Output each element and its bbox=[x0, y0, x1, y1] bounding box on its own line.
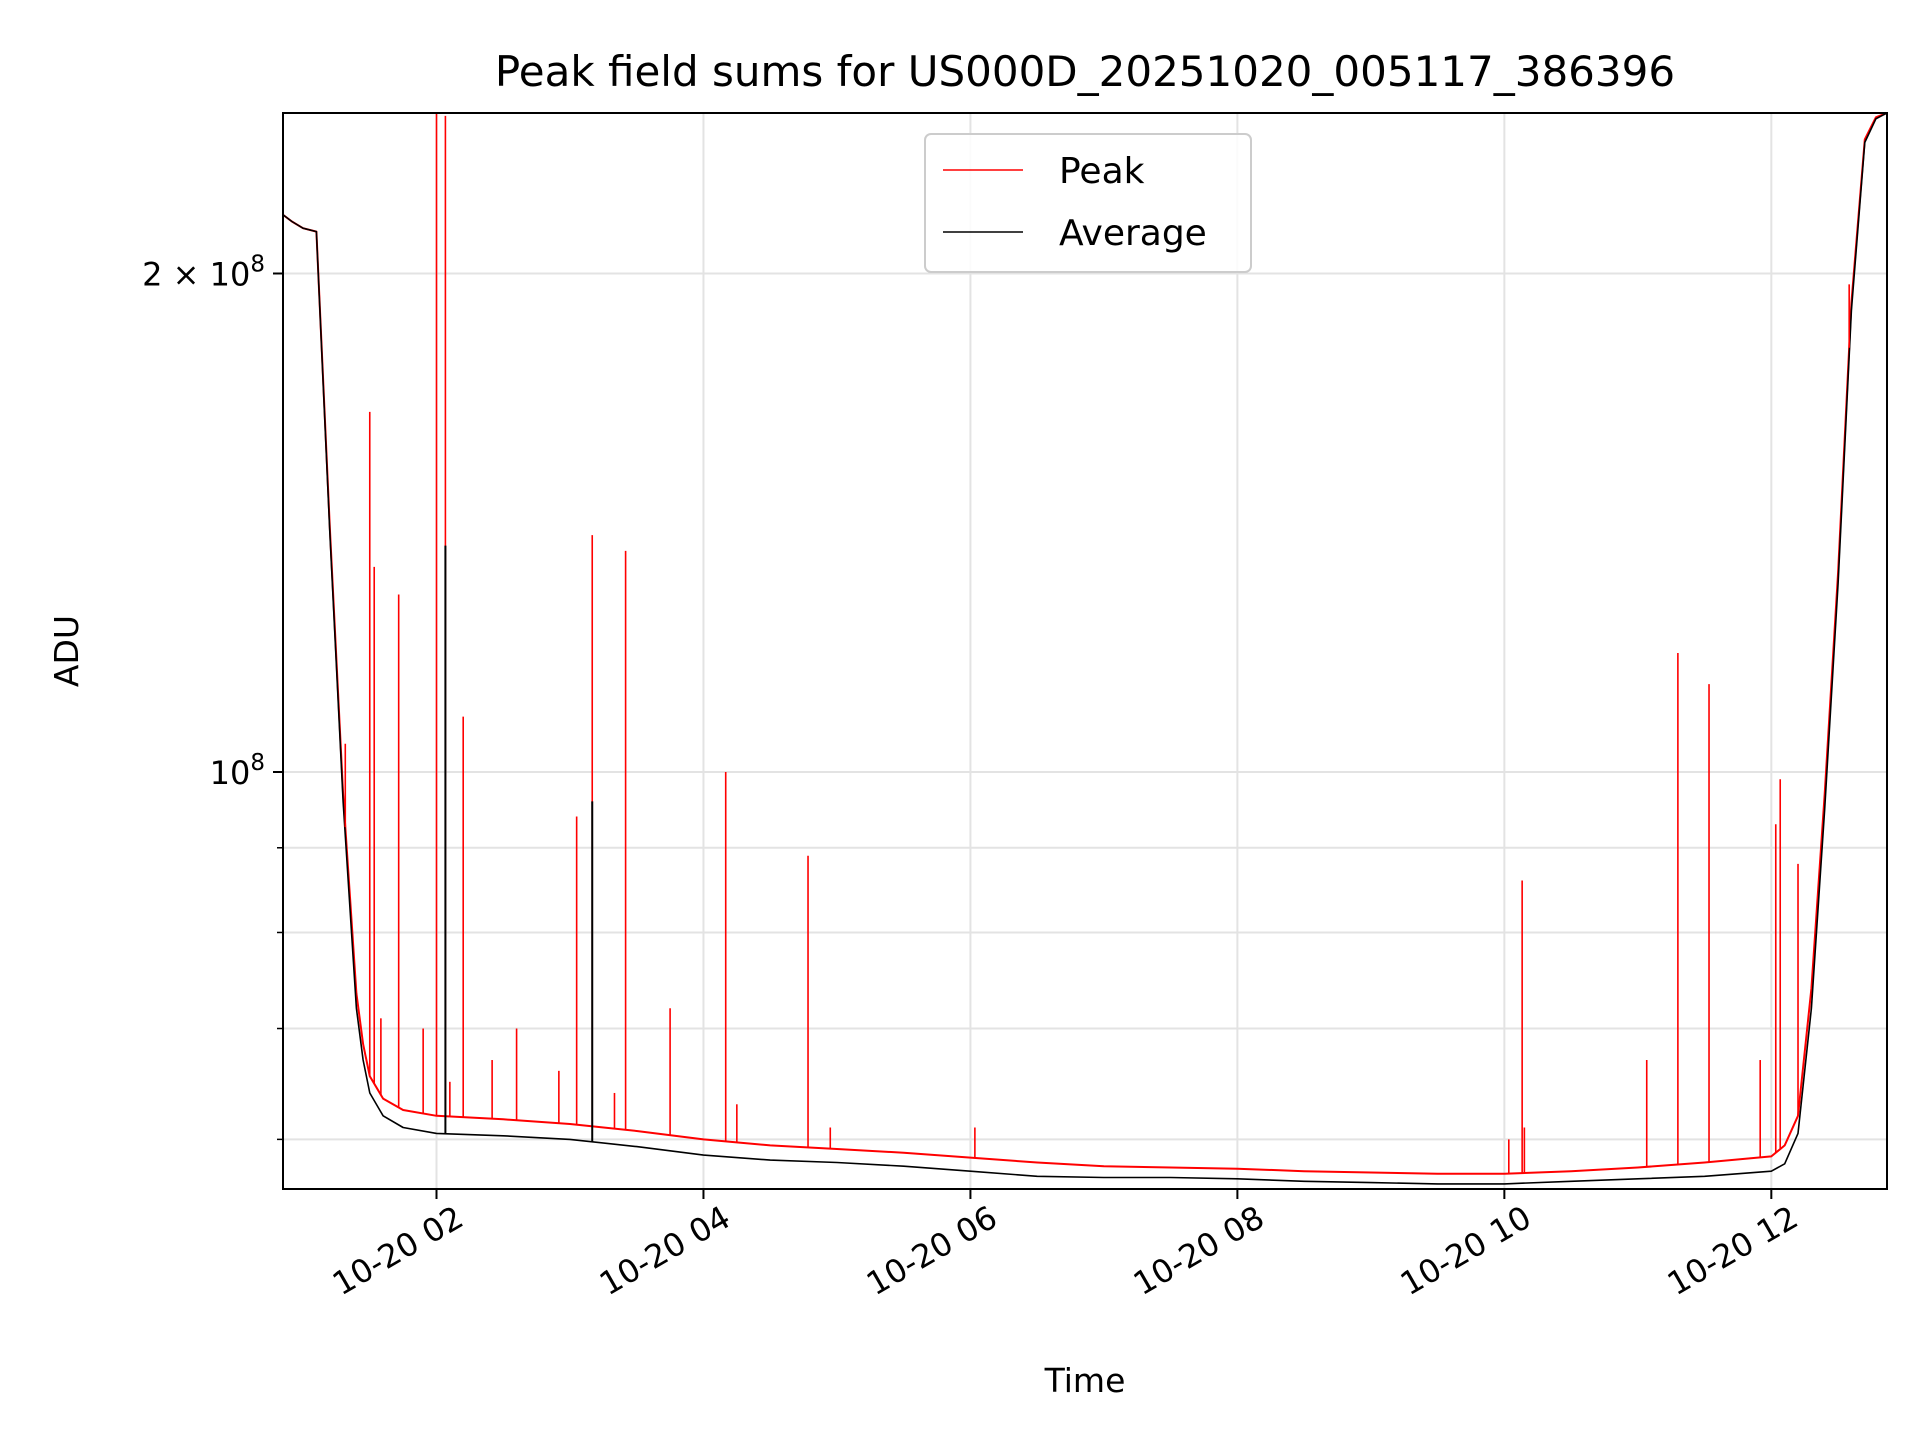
series-layer bbox=[283, 113, 1887, 1185]
legend: Peak Average bbox=[924, 133, 1252, 273]
grid bbox=[283, 113, 1887, 1189]
x-axis-label: Time bbox=[1044, 1361, 1126, 1400]
chart-title: Peak field sums for US000D_20251020_0051… bbox=[495, 47, 1675, 96]
y-tick-label-exponent: 8 bbox=[250, 750, 265, 776]
y-tick-label-exponent: 8 bbox=[250, 251, 265, 277]
y-axis-label: ADU bbox=[47, 615, 86, 687]
legend-box bbox=[924, 133, 1252, 273]
plot-frame bbox=[282, 112, 1888, 1190]
series-line-peak bbox=[283, 113, 1887, 1175]
legend-label-peak: Peak bbox=[1059, 151, 1145, 192]
y-tick-label: 108 bbox=[210, 750, 265, 792]
y-tick-label-base: 10 bbox=[210, 754, 251, 792]
series-line-average bbox=[283, 113, 1887, 1185]
legend-label-average: Average bbox=[1059, 213, 1207, 254]
y-tick-label-base: 2 × 10 bbox=[142, 255, 250, 293]
y-tick-label: 2 × 108 bbox=[142, 251, 265, 293]
